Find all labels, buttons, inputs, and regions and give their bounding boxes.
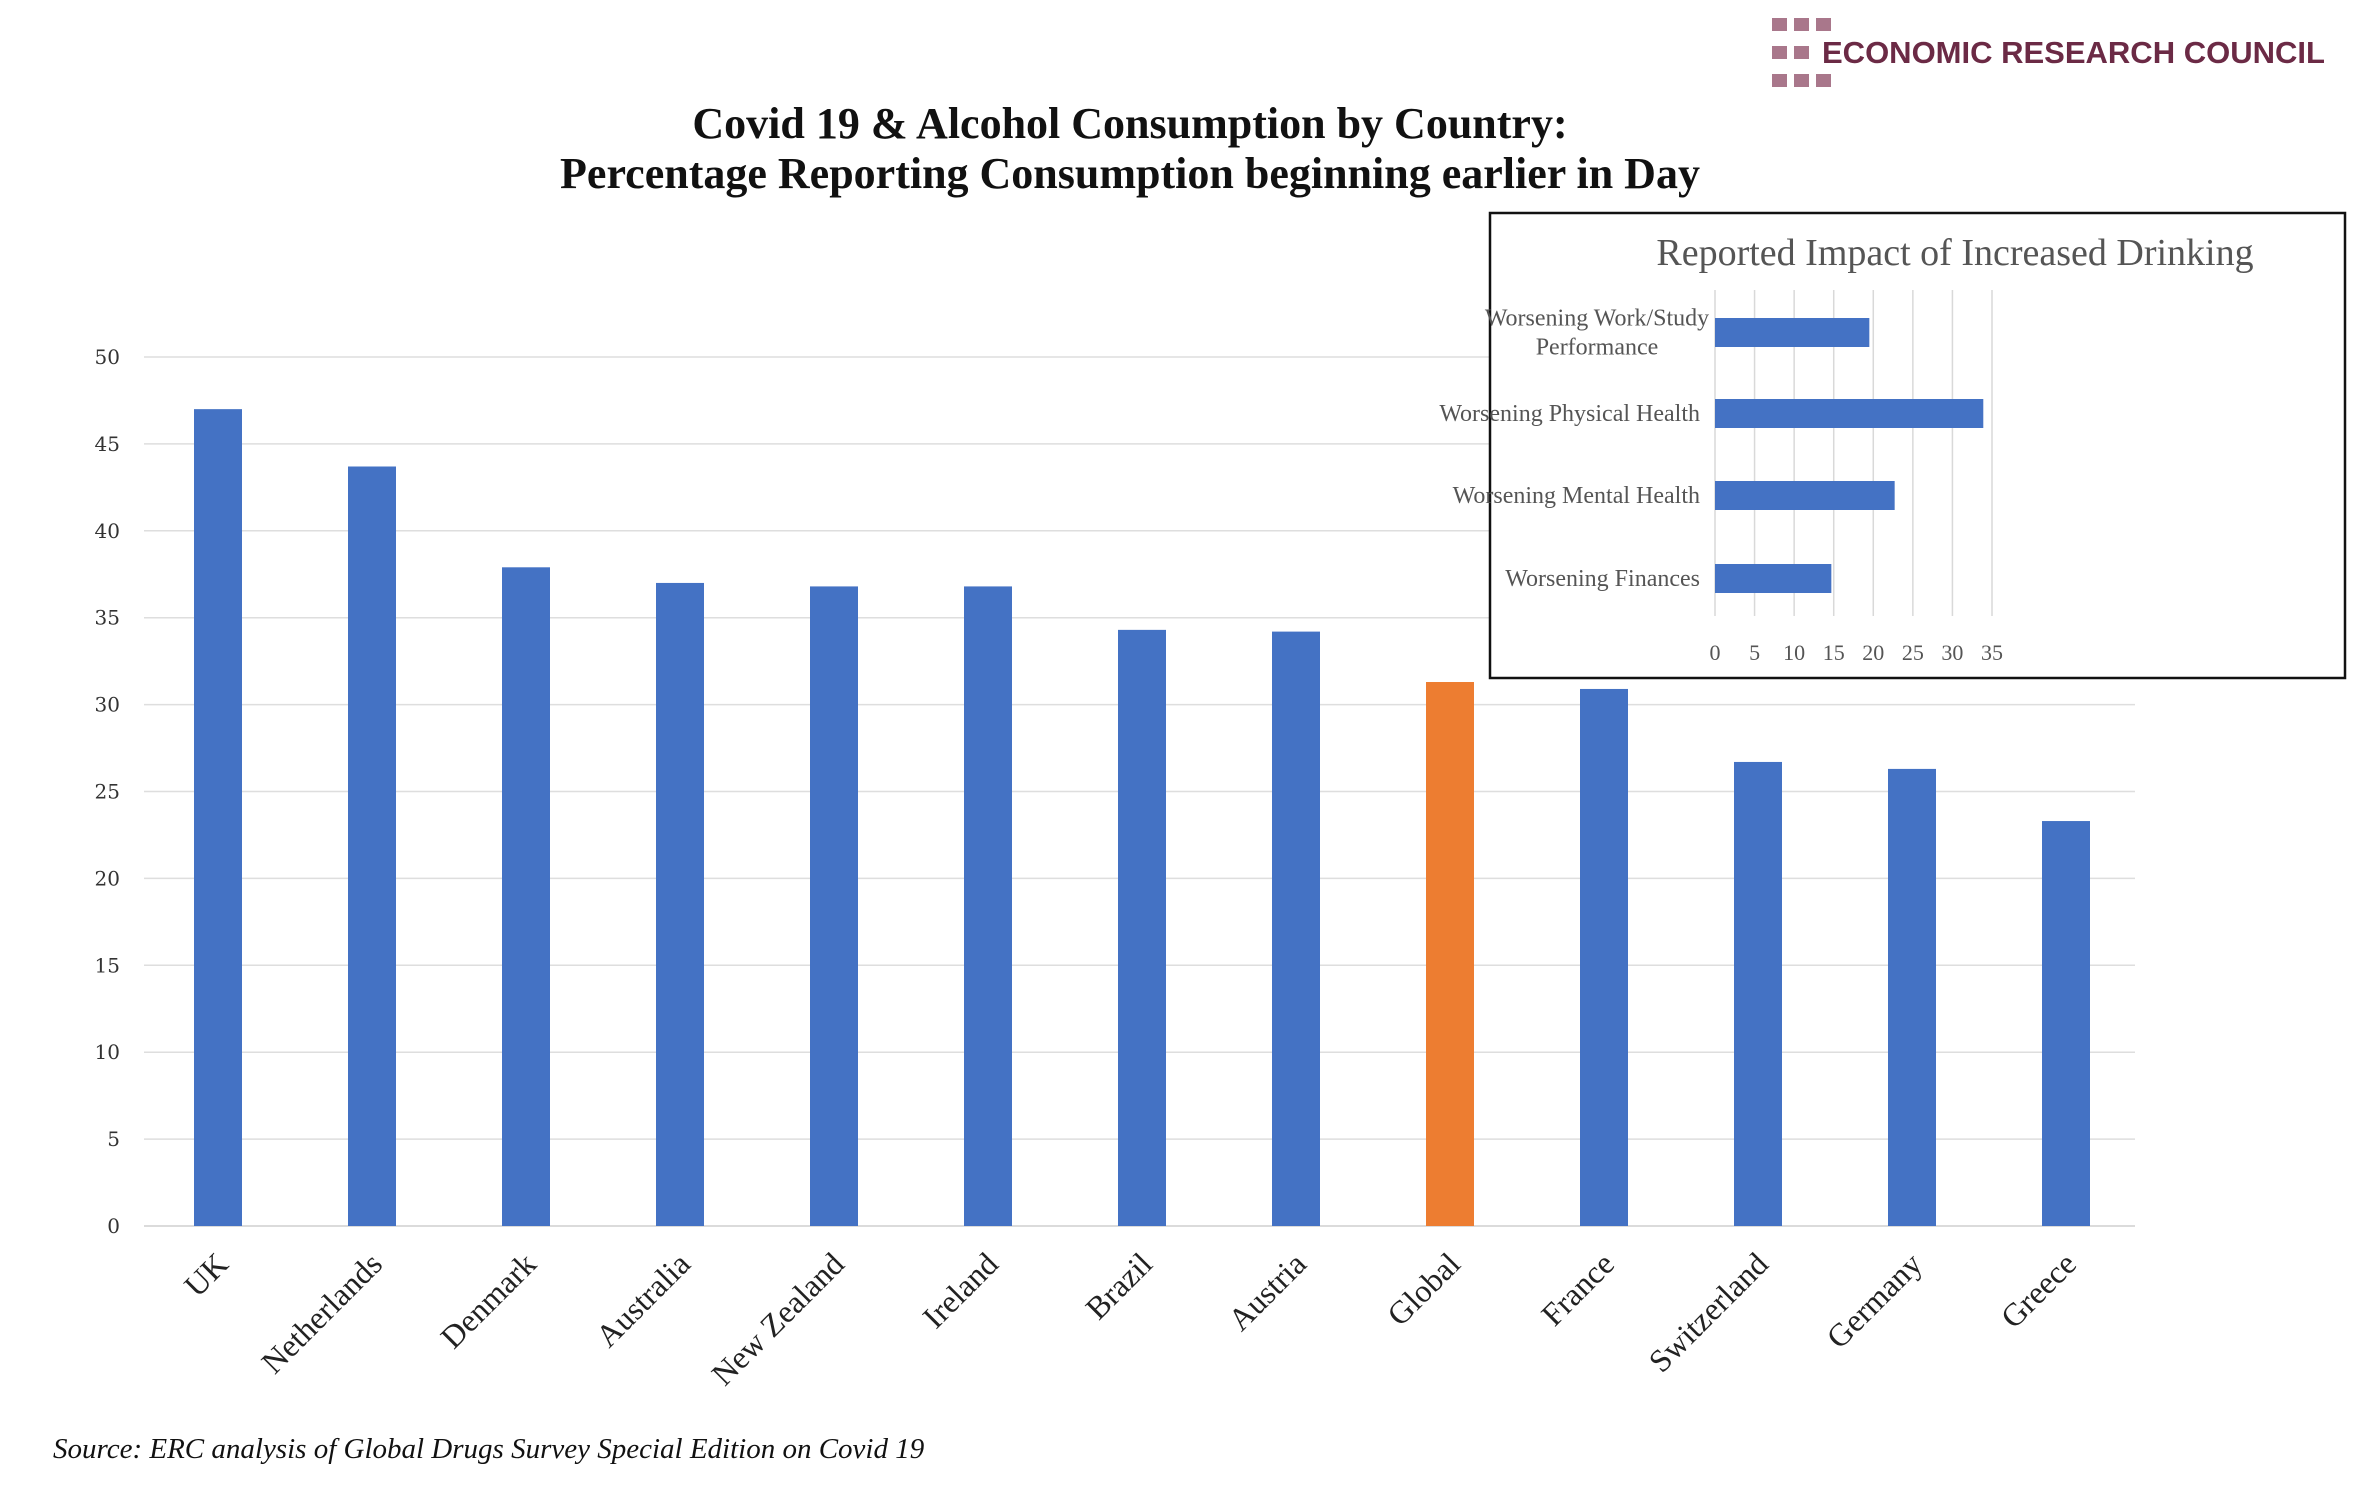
inset-x-tick-label: 30 [1941, 640, 1963, 665]
inset-bar [1715, 564, 1832, 593]
x-tick-label: Ireland [915, 1245, 1005, 1335]
y-tick-label: 25 [95, 780, 120, 804]
inset-x-tick-label: 10 [1783, 640, 1805, 665]
bar-uk [194, 409, 242, 1226]
x-tick-label: France [1534, 1245, 1621, 1332]
bar-brazil [1118, 629, 1166, 1226]
inset-category-label: Worsening Mental Health [1453, 483, 1700, 509]
y-tick-label: 30 [95, 693, 120, 717]
inset-x-tick-label: 25 [1902, 640, 1924, 665]
x-tick-label: Germany [1819, 1245, 1929, 1355]
y-tick-label: 5 [107, 1127, 120, 1151]
y-tick-label: 0 [107, 1214, 120, 1238]
y-tick-label: 20 [95, 866, 120, 890]
inset-category-label: Performance [1536, 335, 1659, 361]
x-tick-label: Denmark [433, 1245, 543, 1355]
inset-x-tick-label: 15 [1823, 640, 1845, 665]
x-tick-label: UK [177, 1245, 235, 1303]
inset-category-label: Worsening Work/Study [1485, 306, 1709, 332]
bar-denmark [502, 567, 550, 1226]
bar-new-zealand [810, 586, 858, 1226]
bar-ireland [964, 586, 1012, 1226]
y-tick-label: 50 [95, 345, 120, 369]
logo-square [1794, 46, 1809, 59]
inset-title: Reported Impact of Increased Drinking [1656, 232, 2253, 274]
inset-bar [1715, 318, 1870, 347]
bar-france [1580, 688, 1628, 1226]
bar-global [1426, 682, 1474, 1226]
y-tick-label: 40 [95, 519, 120, 543]
x-tick-label: Brazil [1078, 1245, 1159, 1326]
logo-square [1794, 74, 1809, 87]
inset-frame [1488, 211, 2347, 680]
logo-square [1772, 74, 1787, 87]
inset-bar [1715, 399, 1984, 428]
logo-square [1794, 18, 1809, 31]
x-tick-label: Austria [1221, 1245, 1313, 1337]
logo-square [1816, 18, 1831, 31]
chart-title-line-1: Covid 19 & Alcohol Consumption by Countr… [692, 99, 1567, 148]
bar-australia [656, 582, 704, 1226]
y-tick-label: 15 [95, 953, 120, 977]
x-tick-label: Switzerland [1641, 1245, 1775, 1379]
inset-x-tick-label: 35 [1981, 640, 2003, 665]
bar-austria [1272, 631, 1320, 1226]
inset-x-tick-label: 5 [1749, 640, 1760, 665]
bar-germany [1888, 768, 1936, 1226]
bar-netherlands [348, 466, 396, 1226]
y-tick-label: 35 [95, 606, 120, 630]
logo-square [1772, 46, 1787, 59]
x-tick-label: New Zealand [704, 1245, 851, 1392]
inset-x-tick-label: 20 [1862, 640, 1884, 665]
logo-square [1816, 74, 1831, 87]
y-tick-label: 10 [95, 1040, 120, 1064]
y-tick-label: 45 [95, 432, 120, 456]
logo-text: ECONOMIC RESEARCH COUNCIL [1822, 35, 2325, 70]
bar-greece [2042, 821, 2090, 1226]
logo-square [1772, 18, 1787, 31]
erc-logo: ECONOMIC RESEARCH COUNCIL [1772, 18, 2325, 87]
inset-x-tick-label: 0 [1710, 640, 1721, 665]
x-tick-label: Global [1380, 1245, 1467, 1332]
bar-switzerland [1734, 761, 1782, 1226]
x-tick-label: Australia [589, 1245, 697, 1353]
inset-category-label: Worsening Physical Health [1439, 401, 1700, 427]
inset-category-label: Worsening Finances [1505, 566, 1700, 592]
chart-title-line-2: Percentage Reporting Consumption beginni… [560, 149, 1700, 198]
inset-bar [1715, 481, 1895, 510]
x-tick-label: Greece [1993, 1245, 2083, 1335]
source-note: Source: ERC analysis of Global Drugs Sur… [53, 1433, 925, 1465]
x-tick-label: Netherlands [254, 1245, 389, 1380]
